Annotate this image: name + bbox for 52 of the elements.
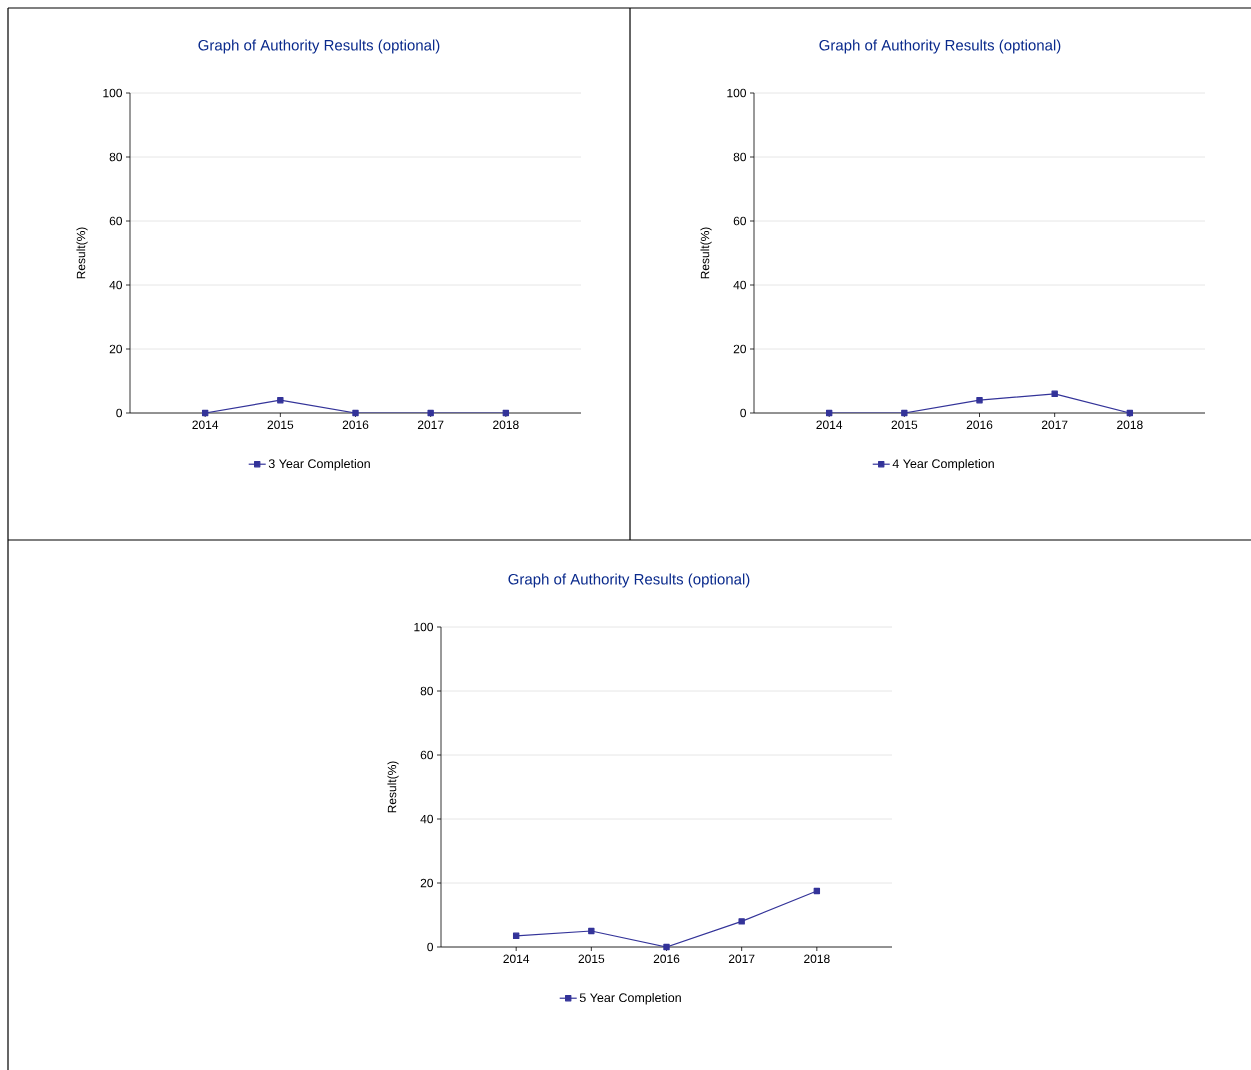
y-tick-label: 20: [733, 344, 747, 354]
y-tick-label: 20: [109, 344, 123, 354]
y-axis-title: Result(%): [76, 227, 88, 279]
y-axis-title: Result(%): [700, 227, 712, 279]
y-tick-label: 0: [116, 408, 123, 418]
point: [738, 918, 745, 925]
y-tick-label: 20: [420, 878, 434, 888]
y-tick-label: 60: [109, 216, 123, 226]
y-axis-title: Result(%): [387, 761, 399, 813]
x-tick-label: 2017: [417, 420, 444, 430]
x-tick-label: 2018: [804, 954, 830, 964]
point: [976, 397, 983, 404]
x-tick-label: 2014: [192, 420, 219, 430]
x-tick-label: 2018: [493, 420, 519, 430]
point: [512, 932, 520, 940]
legend-label: 3 Year Completion: [268, 458, 370, 471]
y-tick-label: 100: [727, 88, 747, 98]
y-tick-label: 100: [414, 622, 434, 632]
point: [901, 409, 908, 417]
y-tick-label: 80: [733, 152, 747, 162]
y-tick-label: 60: [733, 216, 747, 226]
point: [813, 887, 821, 895]
y-tick-label: 80: [109, 152, 123, 162]
legend-label: 5 Year Completion: [579, 992, 681, 1005]
point: [1126, 409, 1134, 417]
legend-label: 4 Year Completion: [892, 458, 994, 471]
y-tick-label: 100: [103, 88, 123, 98]
x-tick-label: 2016: [966, 420, 993, 430]
y-tick-label: 0: [740, 408, 747, 418]
x-tick-label: 2016: [653, 954, 680, 964]
x-tick-label: 2014: [503, 954, 530, 964]
x-tick-label: 2014: [816, 420, 843, 430]
chart-title: Graph of Authority Results (optional): [819, 39, 1061, 54]
x-tick-label: 2017: [728, 954, 755, 964]
x-tick-label: 2015: [267, 420, 294, 430]
y-tick-label: 0: [427, 942, 434, 952]
y-tick-label: 60: [420, 750, 434, 760]
y-tick-label: 40: [109, 280, 123, 290]
x-tick-label: 2015: [578, 954, 605, 964]
chart-title: Graph of Authority Results (optional): [508, 573, 750, 588]
point: [825, 409, 833, 417]
chart-title: Graph of Authority Results (optional): [198, 39, 440, 54]
point: [1051, 390, 1058, 398]
x-tick-label: 2016: [342, 420, 369, 430]
x-tick-label: 2017: [1041, 420, 1068, 430]
y-tick-label: 40: [420, 814, 434, 824]
y-tick-label: 80: [420, 686, 434, 696]
x-tick-label: 2015: [891, 420, 918, 430]
point: [588, 927, 595, 935]
x-tick-label: 2018: [1117, 420, 1143, 430]
y-tick-label: 40: [733, 280, 747, 290]
point: [663, 943, 670, 951]
